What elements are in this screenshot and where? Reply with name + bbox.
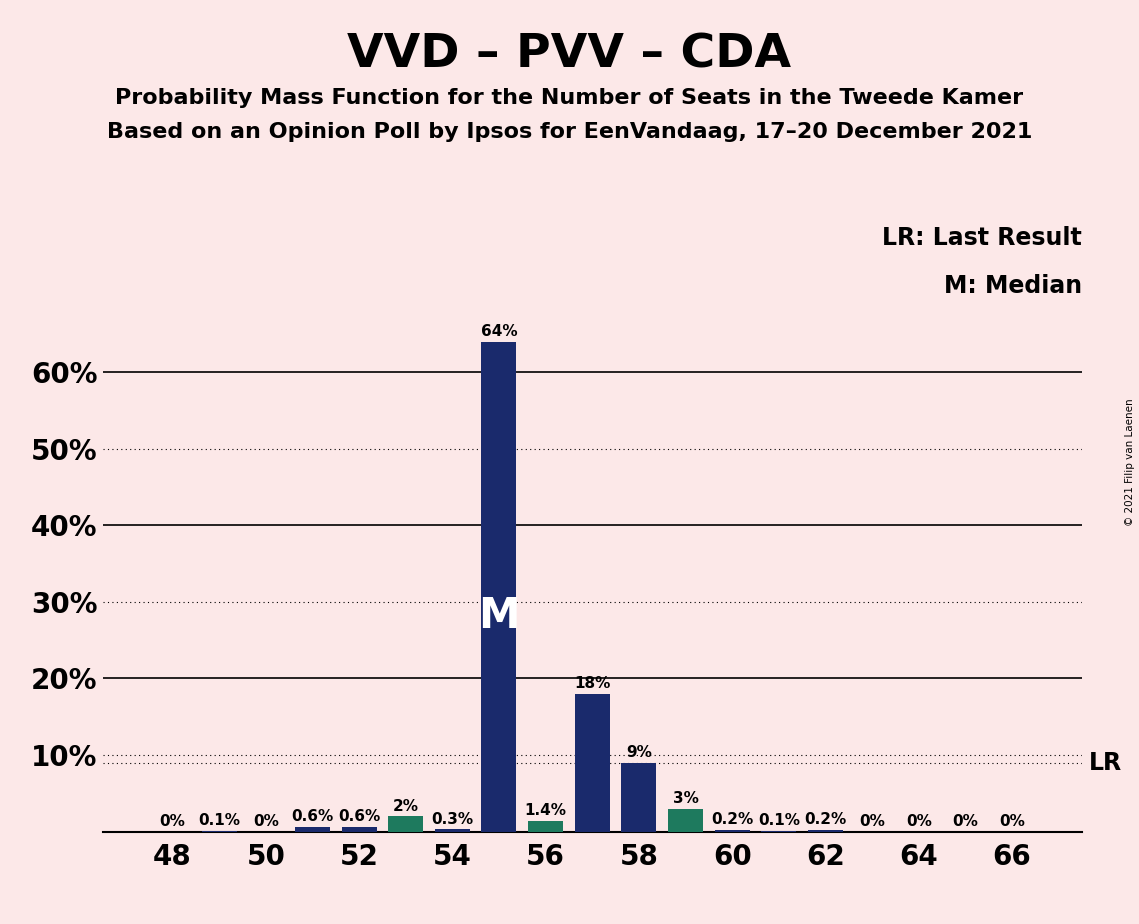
Bar [808, 830, 843, 832]
Text: 0.6%: 0.6% [292, 809, 334, 824]
Text: 9%: 9% [626, 745, 652, 760]
Text: M: M [478, 595, 519, 637]
Text: Based on an Opinion Poll by Ipsos for EenVandaag, 17–20 December 2021: Based on an Opinion Poll by Ipsos for Ee… [107, 122, 1032, 142]
Bar [622, 762, 656, 832]
Bar [388, 816, 424, 832]
Text: © 2021 Filip van Laenen: © 2021 Filip van Laenen [1125, 398, 1134, 526]
Text: Probability Mass Function for the Number of Seats in the Tweede Kamer: Probability Mass Function for the Number… [115, 88, 1024, 108]
Text: LR: LR [1089, 750, 1122, 774]
Text: 3%: 3% [673, 791, 698, 806]
Bar [482, 342, 516, 832]
Bar [342, 827, 377, 832]
Text: 1.4%: 1.4% [525, 803, 566, 819]
Text: 0.2%: 0.2% [711, 812, 753, 827]
Text: 0%: 0% [253, 814, 279, 829]
Text: 0%: 0% [159, 814, 186, 829]
Text: 0.2%: 0.2% [804, 812, 846, 827]
Bar [715, 830, 749, 832]
Text: 18%: 18% [574, 676, 611, 691]
Text: 2%: 2% [393, 798, 419, 814]
Text: LR: Last Result: LR: Last Result [883, 226, 1082, 250]
Text: 0%: 0% [952, 814, 978, 829]
Text: 0.1%: 0.1% [198, 813, 240, 828]
Text: 0.6%: 0.6% [338, 809, 380, 824]
Text: 0%: 0% [999, 814, 1025, 829]
Bar [575, 694, 609, 832]
Text: M: Median: M: Median [944, 274, 1082, 298]
Text: 0.1%: 0.1% [757, 813, 800, 828]
Text: VVD – PVV – CDA: VVD – PVV – CDA [347, 32, 792, 78]
Bar [435, 830, 470, 832]
Text: 0%: 0% [906, 814, 932, 829]
Text: 0.3%: 0.3% [432, 811, 474, 827]
Bar [295, 827, 330, 832]
Text: 64%: 64% [481, 324, 517, 339]
Text: 0%: 0% [859, 814, 885, 829]
Bar [669, 808, 703, 832]
Bar [528, 821, 563, 832]
